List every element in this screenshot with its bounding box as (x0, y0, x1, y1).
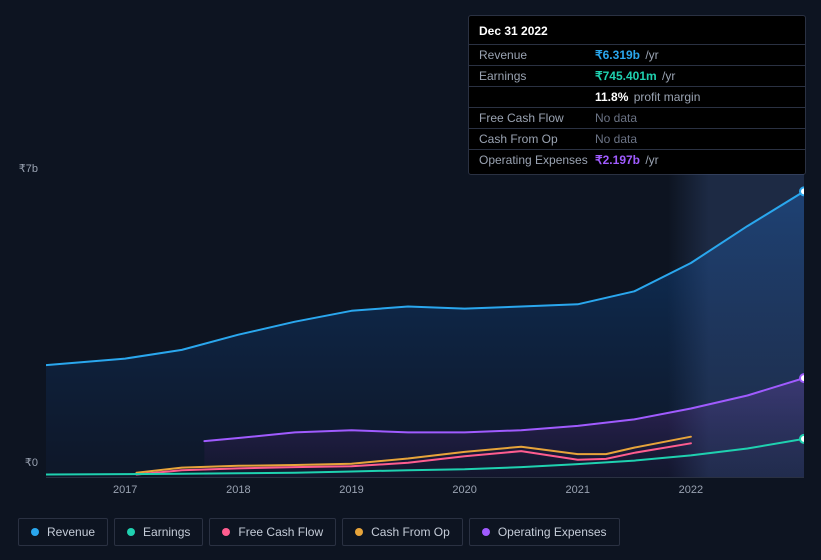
tooltip-title: Dec 31 2022 (469, 20, 805, 44)
x-tick: 2022 (679, 484, 703, 496)
tooltip-row-label: Earnings (479, 69, 595, 83)
tooltip-row-label: Revenue (479, 48, 595, 62)
tooltip-row-value: ₹6.319b /yr (595, 48, 659, 62)
tooltip-row: 11.8% profit margin (469, 86, 805, 107)
legend-label: Earnings (143, 525, 190, 539)
legend-item[interactable]: Earnings (114, 518, 203, 546)
legend-label: Free Cash Flow (238, 525, 323, 539)
tooltip-row: Operating Expenses₹2.197b /yr (469, 149, 805, 170)
chart-canvas[interactable] (46, 174, 804, 478)
legend: Revenue Earnings Free Cash Flow Cash From O… (18, 518, 620, 546)
legend-swatch (482, 528, 490, 536)
legend-label: Revenue (47, 525, 95, 539)
plot-area: ₹7b ₹0 (18, 174, 804, 478)
y-axis-label-bottom: ₹0 (6, 456, 38, 469)
tooltip-row-value: 11.8% profit margin (595, 90, 700, 104)
legend-label: Operating Expenses (498, 525, 607, 539)
legend-item[interactable]: Cash From Op (342, 518, 463, 546)
legend-swatch (31, 528, 39, 536)
x-tick: 2018 (226, 484, 250, 496)
legend-item[interactable]: Free Cash Flow (209, 518, 336, 546)
x-tick: 2019 (339, 484, 363, 496)
tooltip-row: Free Cash FlowNo data (469, 107, 805, 128)
tooltip-row: Earnings₹745.401m /yr (469, 65, 805, 86)
tooltip-row: Revenue₹6.319b /yr (469, 44, 805, 65)
y-axis-label-top: ₹7b (6, 162, 38, 175)
x-axis: 2017 2018 2019 2020 2021 2022 (46, 484, 804, 500)
tooltip-row-label: Operating Expenses (479, 153, 595, 167)
legend-item[interactable]: Revenue (18, 518, 108, 546)
tooltip-rows: Revenue₹6.319b /yrEarnings₹745.401m /yr1… (469, 44, 805, 170)
tooltip-row-value: No data (595, 111, 637, 125)
tooltip-row-label: Cash From Op (479, 132, 595, 146)
legend-swatch (222, 528, 230, 536)
tooltip-row-label: Free Cash Flow (479, 111, 595, 125)
tooltip-row-value: No data (595, 132, 637, 146)
tooltip-row-label (479, 90, 595, 104)
legend-label: Cash From Op (371, 525, 450, 539)
x-tick: 2021 (565, 484, 589, 496)
tooltip-row: Cash From OpNo data (469, 128, 805, 149)
legend-swatch (127, 528, 135, 536)
tooltip-row-value: ₹745.401m /yr (595, 69, 675, 83)
tooltip-row-value: ₹2.197b /yr (595, 153, 659, 167)
legend-item[interactable]: Operating Expenses (469, 518, 620, 546)
x-tick: 2020 (452, 484, 476, 496)
legend-swatch (355, 528, 363, 536)
x-tick: 2017 (113, 484, 137, 496)
tooltip: Dec 31 2022 Revenue₹6.319b /yrEarnings₹7… (468, 15, 806, 175)
